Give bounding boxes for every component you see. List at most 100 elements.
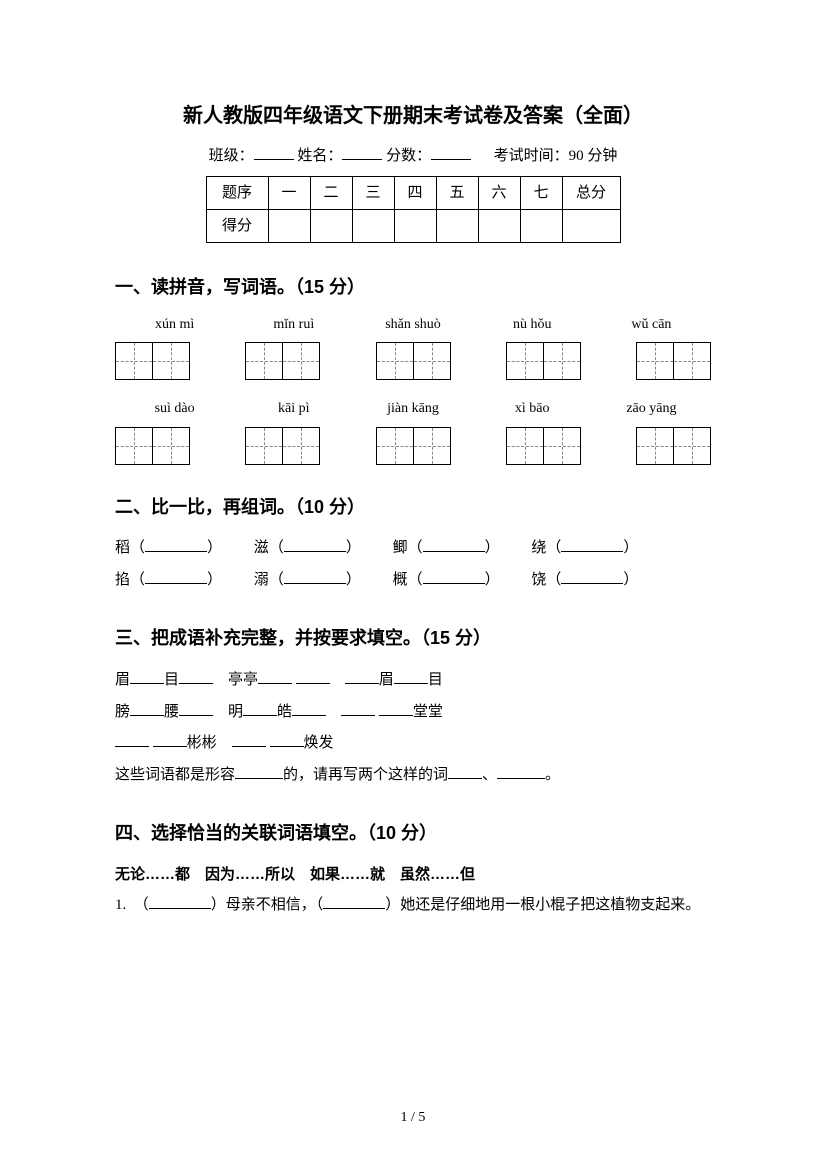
page-number: 1 / 5 xyxy=(0,1107,826,1129)
text: 目 xyxy=(428,672,443,688)
score-label: 分数： xyxy=(386,148,431,164)
blank xyxy=(258,670,292,684)
blank xyxy=(153,733,187,747)
blank xyxy=(423,538,485,552)
text: 眉 xyxy=(379,672,394,688)
cell xyxy=(520,210,562,243)
blank xyxy=(423,570,485,584)
cell: 五 xyxy=(436,177,478,210)
blank xyxy=(232,733,266,747)
char-box xyxy=(115,427,190,465)
q3-line-3: 彬彬 焕发 xyxy=(115,728,711,760)
text: 眉 xyxy=(115,672,130,688)
blank xyxy=(394,670,428,684)
blank xyxy=(243,702,277,716)
char: 溺 xyxy=(254,572,269,588)
cell: 四 xyxy=(394,177,436,210)
blank xyxy=(130,670,164,684)
text: 亭亭 xyxy=(228,672,258,688)
blank xyxy=(284,570,346,584)
char-box xyxy=(506,342,581,380)
cell xyxy=(436,210,478,243)
char-box xyxy=(506,427,581,465)
q2-line-2: 掐（） 溺（） 概（） 饶（） xyxy=(115,565,711,597)
char-box xyxy=(245,342,320,380)
pinyin-item: wǔ cān xyxy=(592,314,711,336)
pinyin-item: suì dào xyxy=(115,398,234,420)
box-row-1 xyxy=(115,342,711,380)
q3-line-2: 膀 腰 明 皓 堂堂 xyxy=(115,697,711,729)
text: 、 xyxy=(482,767,497,783)
cell-label: 得分 xyxy=(206,210,268,243)
blank xyxy=(145,538,207,552)
score-blank xyxy=(431,146,471,160)
char-box xyxy=(376,427,451,465)
text: （ xyxy=(134,897,149,913)
box-row-2 xyxy=(115,427,711,465)
blank xyxy=(284,538,346,552)
text: 明 xyxy=(228,704,243,720)
text: ）母亲不相信，（ xyxy=(211,897,324,913)
pinyin-item: zāo yāng xyxy=(592,398,711,420)
section-1-title: 一、读拼音，写词语。（15 分） xyxy=(115,273,711,302)
cell xyxy=(268,210,310,243)
q3-line-1: 眉 目 亭亭 眉 目 xyxy=(115,665,711,697)
section-3-title: 三、把成语补充完整，并按要求填空。（15 分） xyxy=(115,624,711,653)
q4-options: 无论……都 因为……所以 如果……就 虽然……但 xyxy=(115,860,711,890)
cell-total: 总分 xyxy=(562,177,620,210)
text: 目 xyxy=(164,672,179,688)
char: 概 xyxy=(393,572,408,588)
text: 这些词语都是形容 xyxy=(115,767,235,783)
table-row: 题序 一 二 三 四 五 六 七 总分 xyxy=(206,177,620,210)
cell xyxy=(394,210,436,243)
cell: 一 xyxy=(268,177,310,210)
char-box xyxy=(376,342,451,380)
text: 腰 xyxy=(164,704,179,720)
char: 饶 xyxy=(531,572,546,588)
blank xyxy=(345,670,379,684)
blank xyxy=(561,570,623,584)
text: 焕发 xyxy=(304,735,334,751)
table-row: 得分 xyxy=(206,210,620,243)
blank xyxy=(179,670,213,684)
blank xyxy=(149,895,211,909)
pinyin-row-1: xún mì mǐn ruì shǎn shuò nù hǒu wǔ cān xyxy=(115,314,711,336)
blank xyxy=(292,702,326,716)
text: ）她还是仔细地用一根小棍子把这植物支起来。 xyxy=(385,897,700,913)
pinyin-item: xì bāo xyxy=(473,398,592,420)
text: 皓 xyxy=(277,704,292,720)
cell: 七 xyxy=(520,177,562,210)
class-label: 班级： xyxy=(209,148,254,164)
cell: 三 xyxy=(352,177,394,210)
q3-line-4: 这些词语都是形容的，请再写两个这样的词、。 xyxy=(115,760,711,792)
pinyin-item: mǐn ruì xyxy=(234,314,353,336)
blank xyxy=(561,538,623,552)
text: 膀 xyxy=(115,704,130,720)
char-box xyxy=(636,342,711,380)
cell xyxy=(310,210,352,243)
cell: 二 xyxy=(310,177,352,210)
q4-q1: 1. （ ）母亲不相信，（ ）她还是仔细地用一根小棍子把这植物支起来。 xyxy=(115,890,711,920)
cell-label: 题序 xyxy=(206,177,268,210)
pinyin-item: shǎn shuò xyxy=(353,314,472,336)
pinyin-item: nù hǒu xyxy=(473,314,592,336)
blank xyxy=(235,765,283,779)
name-blank xyxy=(342,146,382,160)
doc-title: 新人教版四年级语文下册期末考试卷及答案（全面） xyxy=(115,100,711,132)
blank xyxy=(270,733,304,747)
cell: 六 xyxy=(478,177,520,210)
time-label: 考试时间：90 分钟 xyxy=(494,148,618,164)
char: 稻 xyxy=(115,540,130,556)
char-box xyxy=(245,427,320,465)
name-label: 姓名： xyxy=(297,148,342,164)
blank xyxy=(497,765,545,779)
text: 1. xyxy=(115,897,126,913)
text: 堂堂 xyxy=(413,704,443,720)
blank xyxy=(341,702,375,716)
blank xyxy=(115,733,149,747)
blank xyxy=(323,895,385,909)
pinyin-row-2: suì dào kāi pì jiàn kāng xì bāo zāo yāng xyxy=(115,398,711,420)
cell xyxy=(562,210,620,243)
section-2-title: 二、比一比，再组词。（10 分） xyxy=(115,493,711,522)
pinyin-item: jiàn kāng xyxy=(353,398,472,420)
